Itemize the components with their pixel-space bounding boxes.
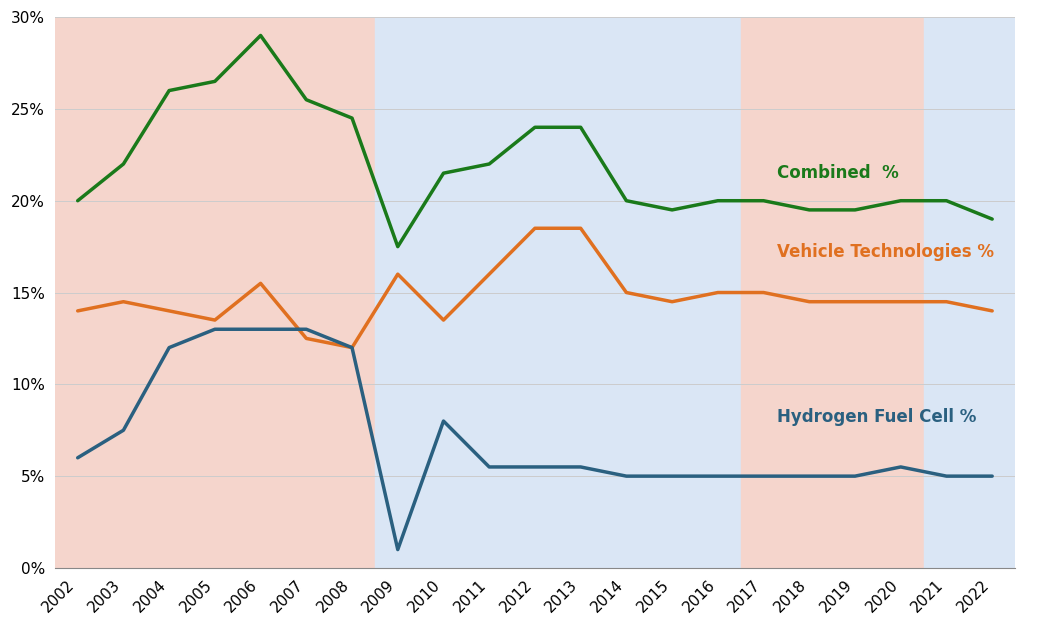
Text: Combined  %: Combined %	[777, 164, 899, 182]
Bar	[374, 17, 741, 568]
Bar	[741, 17, 924, 568]
Text: Vehicle Technologies %: Vehicle Technologies %	[777, 243, 994, 261]
Bar	[55, 17, 374, 568]
Bar	[924, 17, 1015, 568]
Text: Hydrogen Fuel Cell %: Hydrogen Fuel Cell %	[777, 408, 976, 426]
